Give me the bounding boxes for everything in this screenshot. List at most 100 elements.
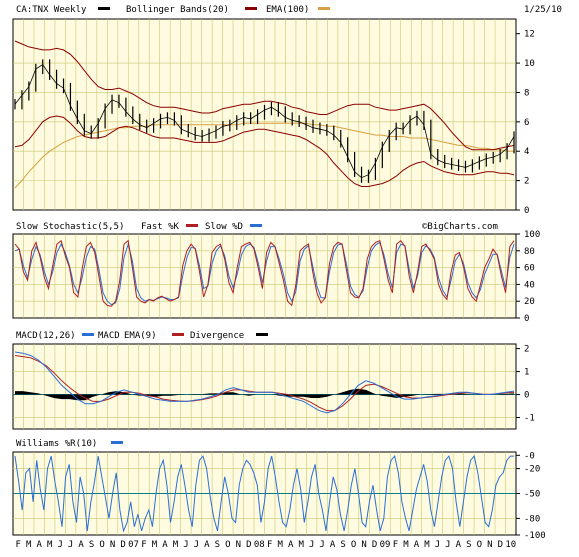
williams-series-group: [14, 455, 514, 533]
macd-line: [14, 351, 515, 414]
x-tick-label: J: [435, 540, 440, 550]
y-tick-label: 10: [524, 59, 535, 69]
bollinger-label: Bollinger Bands(20): [126, 5, 229, 15]
fast-k-label: Fast %K: [141, 222, 180, 232]
x-tick-label: A: [288, 540, 294, 550]
price-line: [14, 63, 515, 179]
y-tick-label: 2: [524, 177, 529, 187]
x-tick-label: 10: [505, 540, 516, 550]
x-tick-label: N: [110, 540, 115, 550]
y-tick-label: -20: [524, 465, 540, 475]
x-tick-label: 08: [254, 540, 265, 550]
divergence-swatch: [256, 333, 268, 336]
x-tick-label: A: [36, 540, 42, 550]
x-tick-label: A: [78, 540, 84, 550]
y-tick-label: 2: [524, 345, 529, 355]
x-tick-label: J: [194, 540, 199, 550]
macd-label: MACD: [98, 331, 120, 341]
fast-k-swatch: [186, 224, 198, 227]
divergence-area: [15, 388, 514, 401]
x-tick-label: S: [340, 540, 345, 550]
x-tick-label: N: [361, 540, 366, 550]
y-tick-label: 40: [524, 280, 535, 290]
stochastic-y-axis: 100 80 60 40 20 0: [516, 230, 540, 324]
y-tick-label: 0: [524, 314, 529, 324]
bollinger-legend-swatch: [245, 7, 257, 10]
y-tick-label: 8: [524, 88, 529, 98]
x-tick-label: J: [309, 540, 314, 550]
x-tick-label: O: [351, 540, 356, 550]
x-tick-label: S: [215, 540, 220, 550]
x-tick-label: 07: [128, 540, 139, 550]
price-series-group: [14, 40, 515, 189]
price-y-axis: 12 10 8 6 4 2 0: [516, 30, 535, 216]
macd-ema-label: EMA(9): [124, 331, 157, 341]
y-tick-label: -0: [524, 451, 535, 461]
y-tick-label: 1: [524, 368, 529, 378]
ema-label: EMA(100): [266, 5, 309, 15]
x-axis: F M A M J J A S O N D 07 F M A M J J A S O N D 08 F M A M J J A S O N D 09 F…: [16, 540, 517, 550]
x-tick-label: A: [162, 540, 168, 550]
stochastic-grid: [13, 234, 516, 318]
y-tick-label: 80: [524, 247, 535, 257]
y-tick-label: -50: [524, 490, 540, 500]
williams-grid: [13, 452, 516, 535]
x-tick-label: J: [183, 540, 188, 550]
x-tick-label: F: [267, 540, 272, 550]
x-tick-label: F: [16, 540, 21, 550]
stochastic-panel: Slow Stochastic(5,5) Fast %K Slow %D ©Bi…: [12, 222, 540, 324]
x-tick-label: S: [89, 540, 94, 550]
y-tick-label: 20: [524, 297, 535, 307]
slow-d-swatch: [250, 224, 262, 227]
x-tick-label: M: [26, 540, 32, 550]
divergence-label: Divergence: [190, 331, 244, 341]
x-tick-label: D: [246, 540, 251, 550]
x-tick-label: A: [330, 540, 336, 550]
y-tick-label: 12: [524, 30, 535, 40]
x-tick-label: 09: [380, 540, 391, 550]
bollinger-upper-line: [14, 40, 515, 151]
x-tick-label: A: [204, 540, 210, 550]
x-tick-label: M: [47, 540, 53, 550]
macd-panel: MACD(12,26) MACD EMA(9) Divergence 2 1 0 -1: [12, 331, 535, 430]
x-tick-label: S: [466, 540, 471, 550]
x-tick-label: J: [68, 540, 73, 550]
williams-line: [14, 455, 514, 533]
x-tick-label: J: [57, 540, 62, 550]
williams-y-axis: -0 -20 -50 -80 -100: [516, 451, 546, 541]
x-tick-label: F: [141, 540, 146, 550]
x-tick-label: D: [372, 540, 377, 550]
macd-series-group: [14, 351, 515, 414]
x-tick-label: M: [278, 540, 284, 550]
x-tick-label: A: [414, 540, 420, 550]
date-label: 1/25/10: [524, 5, 562, 15]
x-tick-label: N: [236, 540, 241, 550]
y-tick-label: -1: [524, 414, 535, 424]
x-tick-label: M: [173, 540, 179, 550]
ema-legend-swatch: [318, 7, 330, 10]
price-panel: CA:TNX Weekly Bollinger Bands(20) EMA(10…: [12, 5, 562, 216]
x-tick-label: D: [498, 540, 503, 550]
stochastic-series-group: [14, 239, 515, 307]
watermark: ©BigCharts.com: [422, 222, 498, 232]
x-tick-label: J: [445, 540, 450, 550]
x-tick-label: M: [403, 540, 409, 550]
x-tick-label: D: [120, 540, 125, 550]
slow-d-label: Slow %D: [205, 222, 243, 232]
y-tick-label: 0: [524, 391, 529, 401]
y-tick-label: 60: [524, 264, 535, 274]
x-tick-label: M: [152, 540, 158, 550]
y-tick-label: 0: [524, 206, 529, 216]
y-tick-label: 4: [524, 147, 529, 157]
fast-k-line: [14, 239, 515, 307]
price-legend-swatch: [98, 7, 110, 10]
x-tick-label: J: [319, 540, 324, 550]
x-tick-label: N: [487, 540, 492, 550]
macd-swatch: [82, 333, 94, 336]
williams-title: Williams %R(10): [16, 439, 97, 449]
stochastic-title: Slow Stochastic(5,5): [16, 222, 124, 232]
williams-swatch: [111, 441, 123, 444]
y-tick-label: -80: [524, 514, 540, 524]
